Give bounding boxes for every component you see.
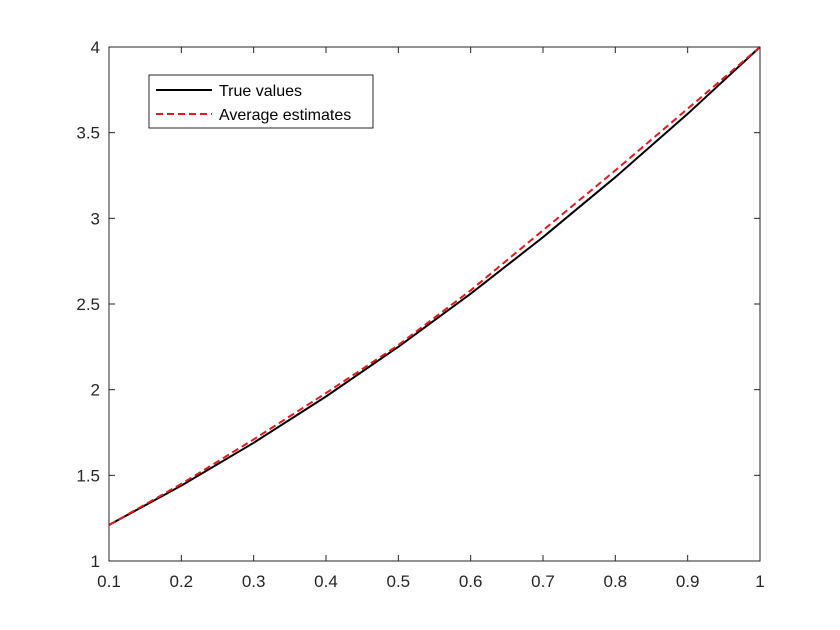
x-tick-label: 0.2 bbox=[170, 572, 194, 591]
y-tick-label: 2 bbox=[91, 381, 100, 400]
y-tick-label: 4 bbox=[91, 38, 100, 57]
x-tick-label: 0.1 bbox=[97, 572, 121, 591]
y-tick-label: 1.5 bbox=[76, 466, 100, 485]
legend-label-average-estimates: Average estimates bbox=[219, 107, 351, 124]
x-tick-label: 0.8 bbox=[604, 572, 628, 591]
x-tick-label: 0.4 bbox=[314, 572, 338, 591]
y-tick-label: 1 bbox=[91, 552, 100, 571]
y-tick-label: 3 bbox=[91, 209, 100, 228]
x-tick-label: 0.5 bbox=[387, 572, 411, 591]
x-tick-label: 0.6 bbox=[459, 572, 483, 591]
x-tick-label: 0.9 bbox=[676, 572, 700, 591]
ticks-layer: 0.1 0.2 0.3 0.4 0.5 0.6 0.7 0.8 0.9 1 1 1.5 2 2.5 3 3.5… bbox=[76, 38, 764, 591]
legend-box bbox=[148, 74, 374, 129]
y-tick-label: 2.5 bbox=[76, 295, 100, 314]
series-line-average-estimates bbox=[108, 46, 761, 526]
x-tick-label: 0.3 bbox=[242, 572, 266, 591]
axes-background bbox=[109, 47, 760, 561]
legend-label-true-values: True values bbox=[219, 83, 302, 100]
series-layer bbox=[108, 46, 761, 526]
x-tick-label: 1 bbox=[755, 572, 764, 591]
x-tick-label: 0.7 bbox=[531, 572, 555, 591]
series-line-true-values bbox=[108, 46, 761, 526]
legend: True values Average estimates bbox=[148, 74, 374, 129]
y-tick-label: 3.5 bbox=[76, 124, 100, 143]
